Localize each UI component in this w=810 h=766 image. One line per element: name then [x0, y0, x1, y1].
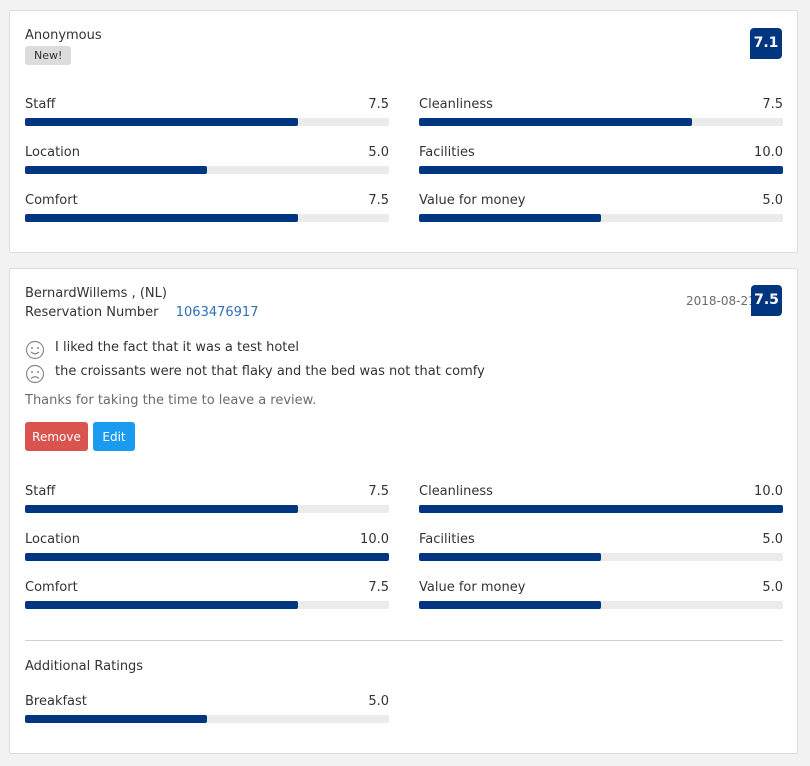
reservation-number-link[interactable]: 1063476917 — [175, 305, 259, 320]
review-card: Anonymous New! 7.1 Staff 7.5 Cleanliness… — [9, 10, 798, 253]
rating-bar-fill — [419, 553, 601, 561]
rating-label: Location — [25, 145, 80, 160]
new-badge: New! — [25, 46, 72, 65]
reservation-info: Reservation Number 1063476917 — [25, 305, 258, 320]
rating-value: 5.0 — [368, 145, 389, 160]
rating-bar-fill — [25, 214, 298, 222]
rating-bar — [419, 553, 783, 561]
rating-value: 7.5 — [368, 97, 389, 112]
rating-bar — [25, 214, 389, 222]
rating-label: Value for money — [419, 193, 526, 208]
additional-ratings-title: Additional Ratings — [25, 659, 144, 674]
rating-label: Location — [25, 532, 80, 547]
rating-value: 5.0 — [368, 694, 389, 709]
review-date: 2018-08-21 — [686, 294, 756, 308]
review-card: BernardWillems , (NL) Reservation Number… — [9, 268, 798, 754]
rating-bar — [419, 166, 783, 174]
rating-bar-fill — [25, 553, 389, 561]
rating-bar-fill — [419, 601, 601, 609]
rating-row: Value for money 5.0 — [419, 580, 783, 609]
remove-button[interactable]: Remove — [25, 422, 88, 451]
rating-bar — [419, 214, 783, 222]
rating-value: 10.0 — [360, 532, 389, 547]
rating-row: Location 5.0 — [25, 145, 389, 174]
rating-bar — [25, 505, 389, 513]
rating-bar — [25, 715, 389, 723]
rating-bar-fill — [419, 214, 601, 222]
rating-label: Comfort — [25, 193, 78, 208]
rating-bar-fill — [419, 505, 783, 513]
rating-bar-fill — [25, 601, 298, 609]
rating-row: Cleanliness 7.5 — [419, 97, 783, 126]
rating-label: Facilities — [419, 532, 475, 547]
negative-comment: the croissants were not that flaky and t… — [55, 364, 485, 379]
reviewer-name: Anonymous — [25, 28, 102, 43]
rating-value: 7.5 — [762, 97, 783, 112]
frown-icon — [25, 364, 45, 384]
rating-row: Location 10.0 — [25, 532, 389, 561]
rating-bar-fill — [25, 118, 298, 126]
rating-value: 7.5 — [368, 484, 389, 499]
smile-icon — [25, 340, 45, 360]
rating-row: Comfort 7.5 — [25, 193, 389, 222]
score-badge: 7.1 — [750, 28, 782, 59]
rating-bar — [25, 553, 389, 561]
divider — [25, 640, 783, 641]
rating-bar — [419, 505, 783, 513]
rating-row: Comfort 7.5 — [25, 580, 389, 609]
rating-value: 7.5 — [368, 193, 389, 208]
rating-row: Cleanliness 10.0 — [419, 484, 783, 513]
rating-bar — [25, 118, 389, 126]
rating-bar-fill — [419, 166, 783, 174]
rating-row: Facilities 10.0 — [419, 145, 783, 174]
rating-label: Staff — [25, 97, 56, 112]
reviewer-name: BernardWillems , (NL) — [25, 286, 167, 301]
rating-row: Staff 7.5 — [25, 97, 389, 126]
rating-bar — [419, 118, 783, 126]
rating-row: Breakfast 5.0 — [25, 694, 389, 723]
rating-row: Staff 7.5 — [25, 484, 389, 513]
rating-value: 5.0 — [762, 532, 783, 547]
rating-bar — [25, 601, 389, 609]
rating-bar-fill — [419, 118, 692, 126]
rating-value: 10.0 — [754, 484, 783, 499]
rating-label: Cleanliness — [419, 97, 493, 112]
rating-label: Value for money — [419, 580, 526, 595]
rating-row: Facilities 5.0 — [419, 532, 783, 561]
edit-button[interactable]: Edit — [93, 422, 135, 451]
thanks-message: Thanks for taking the time to leave a re… — [25, 393, 317, 408]
rating-label: Comfort — [25, 580, 78, 595]
rating-label: Facilities — [419, 145, 475, 160]
rating-value: 10.0 — [754, 145, 783, 160]
reservation-label: Reservation Number — [25, 305, 159, 320]
rating-bar-fill — [25, 505, 298, 513]
score-badge: 7.5 — [751, 285, 782, 316]
rating-label: Cleanliness — [419, 484, 493, 499]
rating-label: Breakfast — [25, 694, 87, 709]
rating-row: Value for money 5.0 — [419, 193, 783, 222]
rating-bar-fill — [25, 715, 207, 723]
rating-bar-fill — [25, 166, 207, 174]
rating-value: 7.5 — [368, 580, 389, 595]
rating-bar — [25, 166, 389, 174]
positive-comment: I liked the fact that it was a test hote… — [55, 340, 299, 355]
rating-value: 5.0 — [762, 580, 783, 595]
rating-value: 5.0 — [762, 193, 783, 208]
rating-bar — [419, 601, 783, 609]
rating-label: Staff — [25, 484, 56, 499]
